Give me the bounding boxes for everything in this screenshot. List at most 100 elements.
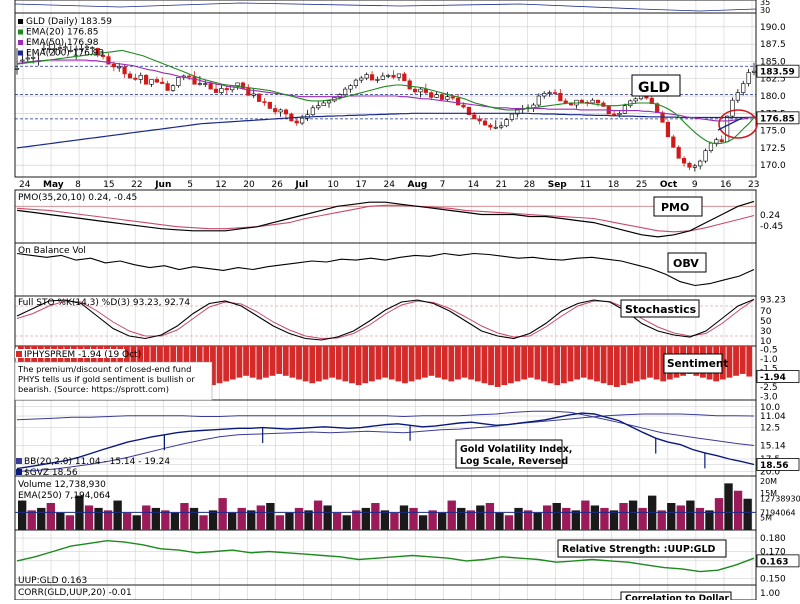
volume-bar — [485, 503, 495, 530]
sentiment-bar — [541, 346, 547, 382]
stoch-legend: Full STO %K(14,3) %D(3) 93.23, 92.74 — [18, 298, 190, 308]
volume-bar — [304, 510, 313, 530]
candle-body — [434, 94, 439, 98]
candle-body — [353, 79, 359, 86]
candle-body — [536, 95, 541, 106]
candle-body — [278, 109, 283, 113]
candle-body — [676, 146, 681, 159]
volume-bar — [189, 507, 199, 530]
sentiment-bar — [229, 346, 236, 380]
candle-body — [746, 72, 751, 84]
sentiment-bar — [256, 346, 263, 380]
sentiment-bar — [408, 346, 415, 382]
sentiment-bar — [243, 346, 249, 376]
sentiment-bar — [534, 346, 541, 380]
candle-body — [294, 120, 299, 124]
candle-body — [224, 88, 229, 91]
volume-bar — [380, 510, 390, 530]
candle-body — [127, 73, 133, 79]
sentiment-bar — [421, 346, 428, 378]
highlight-arrow — [717, 117, 743, 131]
volume-bar — [256, 505, 265, 530]
volume-bar — [56, 512, 65, 530]
volume-bar — [218, 498, 227, 530]
bb-upper-line — [16, 410, 755, 446]
sentiment-bar — [468, 346, 475, 380]
sentiment-bar — [527, 346, 534, 378]
gvz-tick: 12.5 — [760, 424, 780, 434]
x-tick-label: 7 — [440, 180, 446, 190]
x-tick-label: 21 — [496, 180, 507, 190]
x-tick-label: 15 — [103, 180, 114, 190]
candle-body — [213, 88, 219, 93]
last-value-box — [756, 554, 800, 568]
sentiment-title-box — [663, 353, 723, 374]
sentiment-bar — [355, 346, 362, 386]
volume-bar — [103, 510, 113, 530]
pmo-title-box — [653, 196, 703, 217]
sentiment-bar — [455, 346, 461, 380]
x-tick-label: 25 — [636, 180, 647, 190]
volume-bar — [361, 507, 370, 530]
candle-body — [364, 74, 369, 79]
x-tick-label: Aug — [408, 180, 428, 190]
volume-bar — [523, 510, 533, 530]
sentiment-bar — [329, 346, 336, 378]
rel-legend: UUP:GLD 0.163 — [18, 576, 87, 586]
candle-body — [149, 79, 154, 85]
candle-body — [84, 46, 90, 49]
sentiment-bar — [289, 346, 296, 378]
last-value-label: 18.56 — [760, 461, 788, 471]
x-tick-label: Jul — [294, 180, 308, 190]
volume-bar — [714, 498, 724, 530]
y-tick-label: 185.0 — [760, 57, 786, 67]
legend-label: EMA(20) 176.85 — [26, 28, 98, 38]
candle-body — [100, 54, 106, 57]
stoch-title: Stochastics — [625, 303, 697, 316]
candle-body — [321, 102, 326, 107]
volume-bar — [724, 483, 733, 530]
x-tick-label: 22 — [131, 180, 142, 190]
sentiment-bar — [269, 346, 276, 376]
x-tick-label: May — [43, 180, 64, 190]
candle-body — [418, 88, 423, 93]
corr-title: Correlation to Dollar — [625, 594, 730, 600]
candle-body — [681, 158, 687, 164]
candle-body — [439, 94, 445, 100]
sentiment-bar — [388, 346, 395, 380]
volume-bar — [285, 512, 294, 530]
volume-bar — [466, 510, 475, 530]
sentiment-bar — [362, 346, 369, 384]
candle-body — [20, 59, 25, 62]
price-panel-frame — [14, 12, 757, 178]
y-tick-label: 182.5 — [760, 75, 786, 85]
sentiment-bar — [554, 346, 561, 386]
volume-bar — [208, 510, 218, 530]
candle-body — [79, 47, 84, 50]
sentiment-bar — [435, 346, 441, 378]
sentiment-bar — [342, 346, 349, 382]
sentiment-bar — [375, 346, 382, 380]
sentiment-tick: -2.5 — [760, 383, 778, 393]
candle-body — [714, 139, 719, 144]
corr-legend: CORR(GLD,UUP,20) -0.01 — [18, 588, 132, 598]
volume-bar — [571, 510, 580, 530]
gvz-title: Gold Volatility Index, — [460, 444, 572, 455]
volume-tick: 5M — [760, 514, 772, 523]
candle-body — [208, 83, 213, 90]
candle-body — [547, 92, 552, 94]
obv-legend: On Balance Vol — [18, 246, 86, 256]
candle-body — [57, 47, 63, 49]
gvz-title-box — [455, 439, 563, 469]
candle-body — [176, 77, 181, 86]
sentiment-bar — [613, 346, 620, 387]
sentiment-bar — [647, 346, 653, 378]
volume-bar — [495, 512, 504, 530]
y-tick-label: 170.0 — [760, 161, 786, 171]
stoch-tick: 50 — [760, 317, 772, 327]
candle-body — [472, 114, 477, 120]
volume-bar — [409, 507, 418, 530]
sentiment-bar — [640, 346, 647, 380]
candle-body — [482, 120, 488, 126]
